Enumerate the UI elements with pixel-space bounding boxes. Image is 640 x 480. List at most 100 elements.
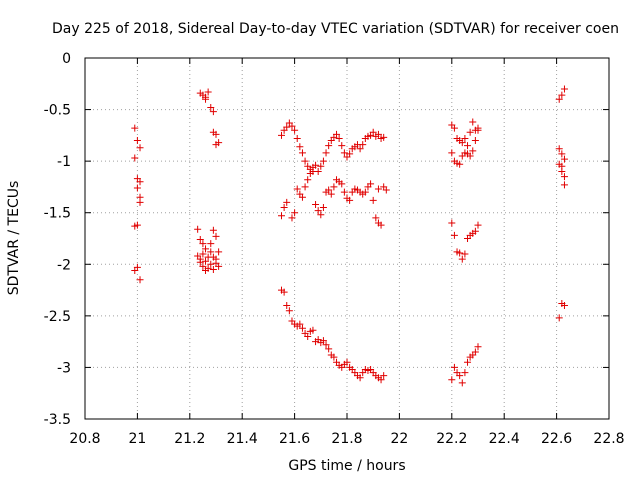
data-point: [560, 155, 568, 163]
data-point: [558, 91, 566, 99]
data-point: [133, 184, 141, 192]
data-point: [356, 145, 364, 153]
data-point: [278, 212, 285, 220]
data-point: [136, 144, 144, 152]
data-point: [338, 180, 346, 188]
data-point: [461, 134, 469, 142]
data-point: [207, 248, 215, 256]
data-point: [380, 133, 388, 141]
x-tick-label: 22.4: [489, 431, 520, 447]
data-point: [474, 221, 482, 229]
data-point: [298, 149, 306, 157]
data-point: [555, 95, 563, 103]
data-point: [319, 204, 327, 212]
data-point: [456, 372, 464, 380]
y-tick-label: -2.5: [44, 309, 71, 325]
data-point: [558, 150, 566, 158]
data-point: [283, 198, 291, 206]
data-point: [325, 345, 333, 353]
data-point: [560, 302, 568, 310]
data-point: [301, 157, 309, 165]
data-point: [207, 240, 215, 248]
data-point: [464, 142, 472, 150]
y-tick-label: -3: [57, 360, 71, 376]
data-point: [196, 258, 204, 266]
data-point: [204, 253, 212, 261]
data-point: [319, 337, 327, 345]
x-tick-label: 20.8: [69, 431, 100, 447]
data-point: [296, 320, 304, 328]
data-point: [448, 219, 456, 227]
data-point: [560, 173, 568, 181]
data-point: [372, 214, 380, 222]
data-point: [136, 276, 144, 284]
data-point: [466, 128, 474, 136]
x-tick-label: 21.4: [227, 431, 258, 447]
data-point: [450, 363, 458, 371]
series-cluster-22.25: [448, 118, 482, 387]
data-point: [340, 149, 348, 157]
data-point: [555, 160, 563, 168]
data-point: [296, 143, 304, 151]
x-tick-label: 21.6: [279, 431, 310, 447]
data-point: [312, 161, 320, 169]
data-point: [291, 209, 299, 217]
data-point: [338, 142, 346, 150]
data-point: [131, 124, 139, 132]
chart-title: Day 225 of 2018, Sidereal Day-to-day VTE…: [52, 21, 619, 37]
data-point: [471, 227, 479, 235]
data-point: [333, 130, 341, 138]
y-axis-label: SDTVAR / TECUs: [6, 181, 22, 296]
data-point: [319, 157, 327, 165]
data-point: [298, 324, 306, 332]
data-point: [199, 240, 207, 248]
data-point: [202, 266, 210, 274]
data-point: [471, 348, 479, 356]
data-point: [330, 183, 338, 191]
series-arc-lower-21.7: [278, 286, 388, 384]
data-point: [458, 255, 466, 263]
series-arc-middle-21.7: [278, 167, 390, 229]
y-tick-label: -1.5: [44, 206, 71, 222]
x-axis-label: GPS time / hours: [288, 458, 405, 474]
y-tick-label: -0.5: [44, 103, 71, 119]
data-point: [469, 147, 477, 155]
data-point: [469, 118, 477, 126]
data-point: [448, 149, 456, 157]
x-tick-label: 21.8: [331, 431, 362, 447]
data-point: [288, 122, 296, 130]
data-point: [374, 130, 382, 138]
data-point: [343, 358, 351, 366]
y-tick-label: 0: [62, 51, 71, 67]
x-tick-label: 22.8: [593, 431, 624, 447]
data-point: [309, 326, 317, 334]
data-point: [555, 145, 563, 153]
x-tick-label: 22.6: [541, 431, 572, 447]
y-tick-label: -3.5: [44, 412, 71, 428]
data-point: [322, 341, 330, 349]
series-cluster-21.0: [131, 124, 144, 284]
data-point: [456, 160, 464, 168]
x-tick-label: 22: [390, 431, 408, 447]
data-point: [464, 358, 472, 366]
data-point: [133, 137, 141, 145]
data-point: [131, 154, 139, 162]
data-point: [466, 152, 474, 160]
data-point: [304, 176, 312, 184]
data-point: [212, 232, 220, 240]
data-point: [560, 85, 568, 93]
data-point: [450, 124, 458, 132]
data-point: [382, 186, 390, 194]
data-point: [461, 250, 469, 258]
data-point: [209, 226, 217, 234]
data-point: [280, 204, 288, 212]
data-point: [209, 108, 217, 116]
data-point: [301, 183, 309, 191]
data-point: [359, 141, 367, 149]
data-point: [356, 374, 364, 382]
data-point: [325, 186, 333, 194]
data-point: [293, 185, 301, 193]
data-point: [558, 167, 566, 175]
data-point: [471, 137, 479, 145]
